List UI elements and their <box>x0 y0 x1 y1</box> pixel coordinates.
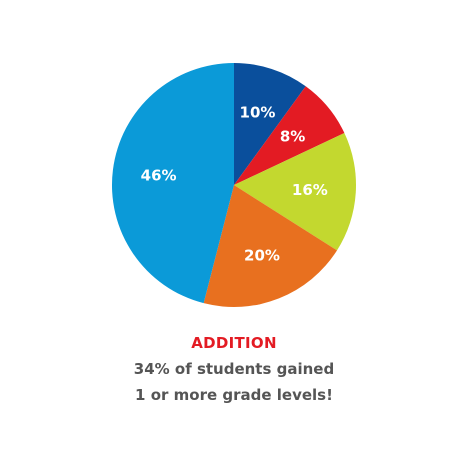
pie-slice-16 <box>234 133 357 251</box>
pie-slice-46 <box>111 63 234 304</box>
pie-slice-label-20: 20% <box>244 247 280 265</box>
pie-slice-10 <box>234 63 306 185</box>
pie-slice-label-8: 8% <box>280 128 305 146</box>
pie-slice-20 <box>203 185 338 308</box>
pie-chart: 10%8% 16% 20% 46% <box>111 63 357 308</box>
pie-slice-labels: 10%8% 16% 20% 46% <box>141 104 328 265</box>
pie-slice-8 <box>234 86 345 185</box>
caption-line-1: 34% of students gained <box>133 360 335 378</box>
caption-title: ADDITION <box>191 334 277 352</box>
caption-line-2: 1 or more grade levels! <box>135 386 333 404</box>
pie-slice-label-46: 46% <box>141 166 177 184</box>
pie-slices <box>111 63 357 308</box>
pie-slice-label-16: 16% <box>292 181 328 199</box>
pie-slice-label-10: 10% <box>240 104 276 122</box>
